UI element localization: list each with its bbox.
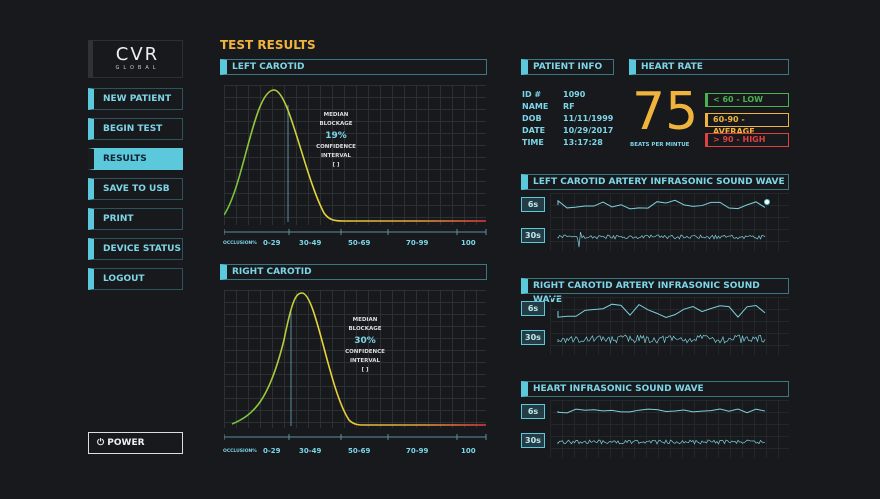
nav-device-status[interactable]: DEVICE STATUS	[88, 238, 183, 260]
nav-print[interactable]: PRINT	[88, 208, 183, 230]
bpm-unit: BEATS PER MINTUE	[630, 142, 690, 148]
nav-logout[interactable]: LOGOUT	[88, 268, 183, 290]
median-annotation: MEDIAN BLOCKAGE 19% CONFIDENCE INTERVAL[ ]	[301, 111, 371, 170]
patient-info: ID #1090 NAME RF DOB 11/11/1999 DATE 10/29/…	[522, 90, 614, 147]
waveform-6s	[557, 199, 766, 210]
patient-info-header: PATIENT INFO	[521, 59, 614, 75]
nav-save-to-usb[interactable]: SAVE TO USB	[88, 178, 183, 200]
left-wave-6s-button[interactable]: 6s	[521, 197, 545, 212]
heart-wave-6s-button[interactable]: 6s	[521, 404, 545, 419]
cursor-dot	[764, 199, 770, 205]
waveform-6s	[557, 303, 766, 319]
median-annotation: MEDIAN BLOCKAGE 30% CONFIDENCE INTERVAL[ ]	[330, 316, 400, 375]
right-axis-labels: OCCLUSION% 0-29 30-49 50-69 70-99 100	[223, 447, 476, 455]
right-carotid-chart: MEDIAN BLOCKAGE 30% CONFIDENCE INTERVAL[ ]	[224, 290, 486, 428]
bpm-value: 75	[632, 82, 699, 142]
left-carotid-chart: MEDIAN BLOCKAGE 19% CONFIDENCE INTERVAL[ ]	[224, 85, 486, 225]
left-carotid-header: LEFT CAROTID	[220, 59, 487, 75]
right-wave-30s-button[interactable]: 30s	[521, 330, 545, 345]
heart-rate-header: HEART RATE	[629, 59, 789, 75]
nav-begin-test[interactable]: BEGIN TEST	[88, 118, 183, 140]
left-wave-header: LEFT CAROTID ARTERY INFRASONIC SOUND WAV…	[521, 174, 789, 190]
left-axis-line	[224, 229, 487, 235]
left-wave-panel	[550, 193, 789, 251]
heart-wave-panel	[550, 400, 789, 458]
waveform-30s	[557, 439, 766, 445]
median-value: 30%	[354, 336, 376, 346]
right-wave-header: RIGHT CAROTID ARTERY INFRASONIC SOUND WA…	[521, 278, 789, 305]
waveform-30s	[557, 231, 766, 248]
left-wave-30s-button[interactable]: 30s	[521, 228, 545, 243]
left-axis-labels: OCCLUSION% 0-29 30-49 50-69 70-99 100	[223, 239, 476, 247]
range-high: > 90 - HIGH	[705, 133, 789, 147]
power-button[interactable]: ⏻ POWER	[88, 432, 183, 454]
range-low: < 60 - LOW	[705, 93, 789, 107]
nav-results[interactable]: RESULTS	[88, 148, 183, 170]
right-wave-panel	[550, 297, 789, 355]
nav-new-patient[interactable]: NEW PATIENT	[88, 88, 183, 110]
waveform-6s	[557, 408, 766, 414]
waveform-30s	[557, 334, 766, 345]
heart-wave-header: HEART INFRASONIC SOUND WAVE	[521, 381, 789, 397]
right-carotid-header: RIGHT CAROTID	[220, 264, 487, 280]
range-average: 60-90 - AVERAGE	[705, 113, 789, 136]
right-axis-line	[224, 434, 487, 440]
power-icon: ⏻	[97, 438, 105, 448]
heart-wave-30s-button[interactable]: 30s	[521, 433, 545, 448]
median-value: 19%	[325, 131, 347, 141]
distribution-curve	[231, 292, 486, 426]
distribution-curve	[224, 89, 486, 222]
right-wave-6s-button[interactable]: 6s	[521, 301, 545, 316]
logo: CVR GLOBAL	[88, 40, 183, 78]
page-title: TEST RESULTS	[220, 38, 316, 52]
